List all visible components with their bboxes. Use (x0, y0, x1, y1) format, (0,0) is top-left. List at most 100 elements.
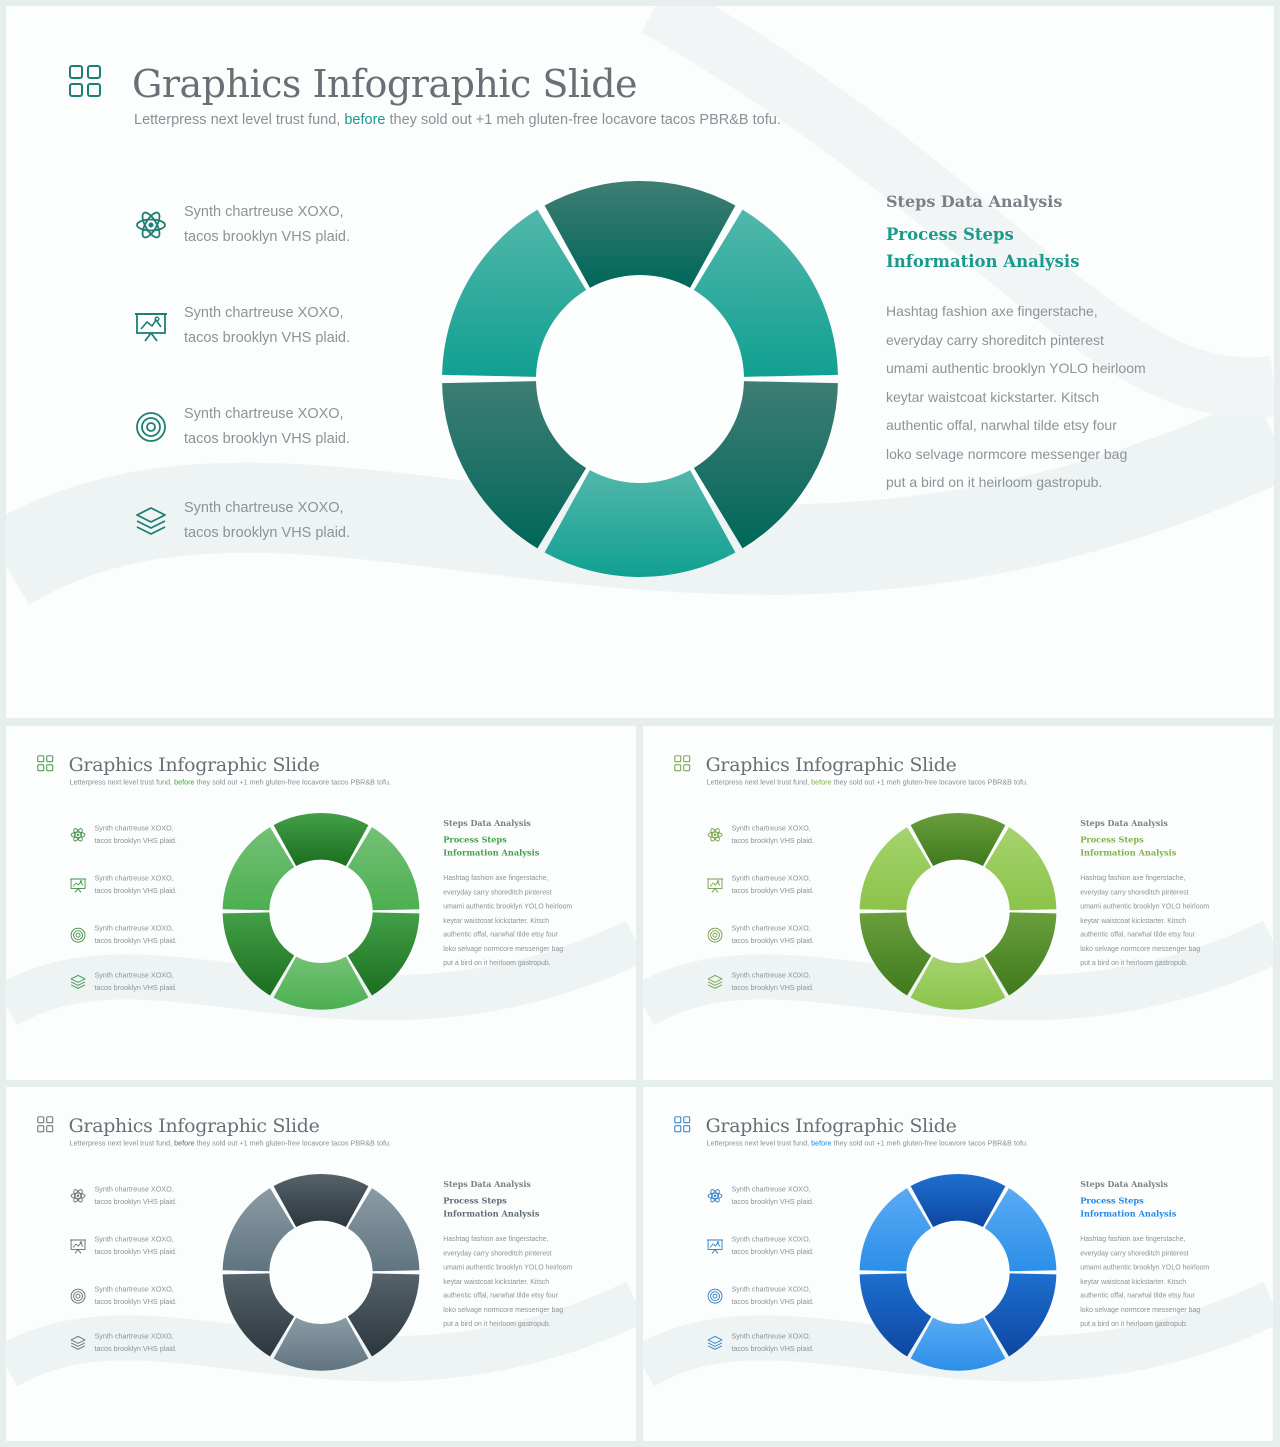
panel-subheading: Process Steps Information Analysis (1080, 1195, 1177, 1219)
layers-icon (707, 1335, 723, 1350)
donut-segment-bottom-left (859, 912, 932, 996)
layers-icon (707, 974, 723, 989)
donut-segment-top-left (442, 209, 587, 377)
presentation-board-icon (707, 878, 723, 893)
feature-item-4: Synth chartreuse XOXO, tacos brooklyn VHS… (70, 1330, 199, 1358)
feature-text-1: Synth chartreuse XOXO, tacos brooklyn VHS… (184, 204, 351, 245)
donut-segment-top-right (984, 827, 1057, 911)
atom-icon (70, 1189, 86, 1203)
feature-text-2: Synth chartreuse XOXO, tacos brooklyn VHS… (94, 1235, 177, 1256)
feature-item-2: Synth chartreuse XOXO, tacos brooklyn VHS… (707, 1234, 836, 1262)
feature-item-4: Synth chartreuse XOXO, tacos brooklyn VHS… (707, 1330, 836, 1358)
donut-segment-bottom-right (984, 1273, 1057, 1357)
donut-segment-bottom-left (222, 1273, 295, 1357)
feature-item-4: Synth chartreuse XOXO, tacos brooklyn VHS… (70, 969, 199, 997)
target-icon (136, 412, 166, 442)
donut-segment-bottom (910, 1317, 1006, 1371)
layers-icon (70, 974, 86, 989)
donut-segment-bottom-left (222, 912, 295, 996)
feature-text-2: Synth chartreuse XOXO, tacos brooklyn VHS… (184, 305, 351, 346)
feature-text-1: Synth chartreuse XOXO, tacos brooklyn VHS… (731, 824, 814, 845)
donut-segment-top-left (222, 1188, 295, 1272)
subtitle-accent-link[interactable]: before (811, 1139, 832, 1148)
donut-segment-top-right (984, 1188, 1057, 1272)
feature-item-3: Synth chartreuse XOXO, tacos brooklyn VHS… (707, 923, 836, 951)
slide-subtitle: Letterpress next level trust fund, befor… (69, 778, 391, 787)
feature-text-4: Synth chartreuse XOXO, tacos brooklyn VHS… (94, 1332, 177, 1353)
analysis-panel: Steps Data Analysis Process Steps Inform… (886, 192, 1146, 497)
presentation-board-icon (70, 1239, 86, 1254)
feature-text-3: Synth chartreuse XOXO, tacos brooklyn VHS… (731, 924, 814, 946)
panel-subheading: Process Steps Information Analysis (1080, 834, 1177, 858)
slide-title: Graphics Infographic Slide (132, 62, 638, 106)
subtitle-accent-link[interactable]: before (174, 1139, 195, 1148)
panel-subheading: Process Steps Information Analysis (886, 225, 1080, 271)
donut-segment-top-right (693, 209, 838, 377)
donut-diagram (859, 1173, 1057, 1371)
panel-body: Hashtag fashion axe fingerstache, everyd… (1080, 1234, 1210, 1328)
target-icon (707, 927, 723, 943)
subtitle-accent-link[interactable]: before (174, 778, 195, 787)
slide-green: Graphics Infographic Slide Letterpress n… (6, 726, 636, 1080)
subtitle-accent-link[interactable]: before (344, 112, 386, 128)
analysis-panel: Steps Data Analysis Process Steps Inform… (1080, 818, 1209, 969)
donut-segment-bottom-right (984, 912, 1057, 996)
target-icon (707, 1288, 723, 1304)
slide-subtitle: Letterpress next level trust fund, befor… (706, 778, 1028, 787)
panel-heading: Steps Data Analysis (443, 1179, 531, 1189)
donut-segment-top-left (222, 827, 295, 911)
slide-subtitle: Letterpress next level trust fund, befor… (706, 1139, 1028, 1148)
layers-icon (136, 507, 166, 535)
donut-segment-bottom (544, 470, 736, 577)
panel-subheading: Process Steps Information Analysis (443, 834, 540, 858)
feature-text-4: Synth chartreuse XOXO, tacos brooklyn VHS… (184, 500, 351, 541)
donut-segment-top (273, 1173, 369, 1228)
feature-text-2: Synth chartreuse XOXO, tacos brooklyn VHS… (94, 874, 177, 895)
slide-title: Graphics Infographic Slide (68, 753, 320, 776)
feature-text-4: Synth chartreuse XOXO, tacos brooklyn VHS… (731, 1332, 814, 1353)
donut-segment-top-right (347, 1188, 420, 1272)
donut-segment-top (273, 812, 369, 867)
feature-item-2: Synth chartreuse XOXO, tacos brooklyn VHS… (70, 1234, 199, 1262)
slide-title: Graphics Infographic Slide (68, 1114, 320, 1137)
feature-item-1: Synth chartreuse XOXO, tacos brooklyn VHS… (70, 1183, 199, 1211)
subtitle-accent-link[interactable]: before (811, 778, 832, 787)
panel-heading: Steps Data Analysis (443, 818, 531, 828)
feature-item-3: Synth chartreuse XOXO, tacos brooklyn VHS… (707, 1284, 836, 1312)
donut-diagram (442, 181, 838, 577)
feature-text-2: Synth chartreuse XOXO, tacos brooklyn VHS… (731, 874, 814, 895)
donut-segment-top (910, 1173, 1006, 1228)
slide-subtitle: Letterpress next level trust fund, befor… (134, 112, 781, 128)
slide-teal-large: Graphics Infographic Slide Letterpress n… (6, 6, 1274, 718)
feature-item-4: Synth chartreuse XOXO, tacos brooklyn VHS… (134, 496, 394, 552)
feature-text-3: Synth chartreuse XOXO, tacos brooklyn VHS… (731, 1285, 814, 1307)
feature-item-1: Synth chartreuse XOXO, tacos brooklyn VHS… (134, 200, 394, 256)
donut-diagram (222, 1173, 420, 1371)
panel-heading: Steps Data Analysis (886, 192, 1063, 211)
feature-item-1: Synth chartreuse XOXO, tacos brooklyn VHS… (707, 822, 836, 850)
grid-logo-icon (674, 1116, 691, 1133)
feature-item-4: Synth chartreuse XOXO, tacos brooklyn VHS… (707, 969, 836, 997)
analysis-panel: Steps Data Analysis Process Steps Inform… (443, 818, 572, 969)
analysis-panel: Steps Data Analysis Process Steps Inform… (443, 1179, 572, 1330)
feature-text-4: Synth chartreuse XOXO, tacos brooklyn VHS… (94, 971, 177, 992)
target-icon (70, 1288, 86, 1304)
slide-subtitle: Letterpress next level trust fund, befor… (69, 1139, 391, 1148)
feature-item-2: Synth chartreuse XOXO, tacos brooklyn VHS… (134, 301, 394, 357)
presentation-board-icon (70, 878, 86, 893)
presentation-board-icon (135, 313, 167, 342)
feature-text-2: Synth chartreuse XOXO, tacos brooklyn VHS… (731, 1235, 814, 1256)
feature-text-3: Synth chartreuse XOXO, tacos brooklyn VHS… (184, 406, 351, 447)
feature-item-2: Synth chartreuse XOXO, tacos brooklyn VHS… (707, 873, 836, 901)
atom-icon (70, 828, 86, 842)
feature-text-3: Synth chartreuse XOXO, tacos brooklyn VHS… (94, 924, 177, 946)
donut-diagram (859, 812, 1057, 1010)
feature-item-3: Synth chartreuse XOXO, tacos brooklyn VHS… (70, 923, 199, 951)
slide-title: Graphics Infographic Slide (705, 1114, 957, 1137)
target-icon (70, 927, 86, 943)
grid-logo-icon (69, 65, 101, 97)
donut-segment-bottom (273, 1317, 369, 1371)
panel-body: Hashtag fashion axe fingerstache, everyd… (443, 1234, 573, 1328)
slide-blue: Graphics Infographic Slide Letterpress n… (643, 1087, 1273, 1441)
donut-segment-bottom (910, 956, 1006, 1010)
